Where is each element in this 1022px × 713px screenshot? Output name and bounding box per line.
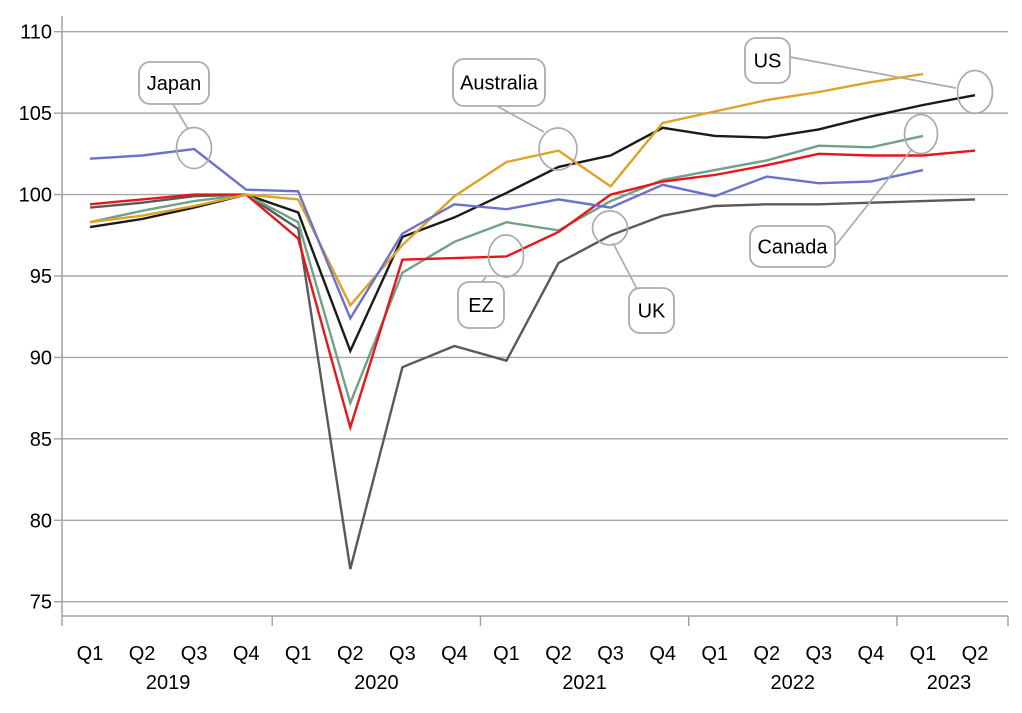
- callout-circle-canada: [903, 113, 939, 155]
- x-tick-label-year: 2021: [562, 672, 607, 694]
- callout-leader-uk: [612, 242, 638, 290]
- y-tick-label: 80: [30, 510, 52, 532]
- x-tick-label-quarter: Q4: [441, 643, 468, 665]
- x-tick-label-quarter: Q3: [181, 643, 208, 665]
- x-tick-label-quarter: Q1: [77, 643, 104, 665]
- callout-box-canada: [749, 225, 836, 268]
- callout-label-ez: EZ: [468, 295, 494, 317]
- callout-label-australia: Australia: [460, 73, 539, 95]
- callout-circle-japan: [175, 126, 213, 170]
- x-tick-label-year: 2022: [771, 672, 816, 694]
- x-tick-label-quarter: Q4: [858, 643, 885, 665]
- x-tick-label-quarter: Q3: [597, 643, 624, 665]
- x-tick-label-quarter: Q3: [805, 643, 832, 665]
- x-tick-label-quarter: Q1: [493, 643, 520, 665]
- callout-box-us: [744, 37, 791, 84]
- x-tick-label-quarter: Q2: [337, 643, 364, 665]
- series-line-ez: [89, 149, 976, 432]
- x-tick-label-year: 2020: [354, 672, 399, 694]
- callout-box-ez: [457, 281, 505, 329]
- callout-leader-australia: [496, 105, 545, 133]
- x-tick-label-quarter: Q2: [962, 643, 989, 665]
- callout-box-australia: [452, 58, 546, 107]
- x-tick-label-quarter: Q3: [389, 643, 416, 665]
- x-tick-label-year: 2023: [927, 672, 972, 694]
- callout-circle-uk: [591, 210, 629, 246]
- series-line-uk: [89, 193, 976, 570]
- callout-leader-canada: [835, 148, 913, 246]
- callout-label-us: US: [754, 51, 782, 73]
- series-line-canada: [89, 134, 924, 407]
- x-tick-label-quarter: Q1: [701, 643, 728, 665]
- x-tick-label-quarter: Q2: [753, 643, 780, 665]
- x-tick-label-quarter: Q2: [545, 643, 572, 665]
- y-tick-label: 85: [30, 429, 52, 451]
- x-tick-label-quarter: Q2: [129, 643, 156, 665]
- x-tick-label-quarter: Q4: [649, 643, 676, 665]
- callout-leader-us: [789, 56, 957, 89]
- callout-box-japan: [138, 61, 210, 105]
- callout-label-japan: Japan: [147, 73, 202, 95]
- callout-label-uk: UK: [638, 301, 666, 323]
- series-line-japan: [89, 147, 924, 321]
- series-line-australia: [89, 72, 924, 308]
- y-tick-label: 75: [30, 592, 52, 614]
- x-tick-label-quarter: Q1: [285, 643, 312, 665]
- x-tick-label-quarter: Q4: [233, 643, 260, 665]
- y-tick-label: 95: [30, 266, 52, 288]
- callout-circle-ez: [487, 234, 525, 278]
- callout-label-canada: Canada: [757, 237, 828, 259]
- y-tick-label: 90: [30, 347, 52, 369]
- callout-box-uk: [628, 287, 675, 334]
- callout-circle-us: [956, 69, 994, 115]
- callout-leader-japan: [172, 103, 189, 130]
- y-tick-label: 100: [19, 185, 52, 207]
- x-tick-label-year: 2019: [146, 672, 191, 694]
- y-tick-label: 105: [19, 103, 52, 125]
- x-tick-label-quarter: Q1: [910, 643, 937, 665]
- callout-circle-australia: [538, 127, 578, 171]
- y-tick-label: 110: [20, 22, 52, 44]
